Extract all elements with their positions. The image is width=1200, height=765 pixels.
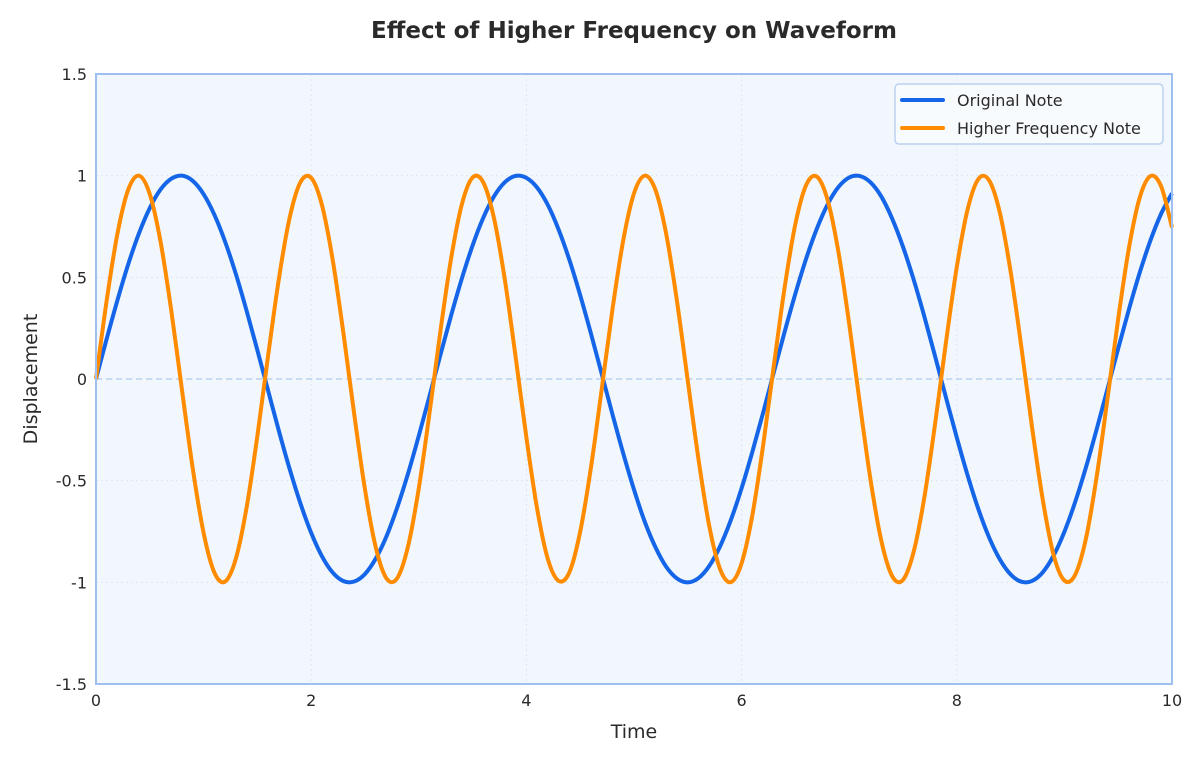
series-lines <box>94 173 1174 585</box>
series-line-higher-frequency-note <box>94 173 1174 585</box>
x-tick-label: 10 <box>1162 691 1182 710</box>
legend-label-original: Original Note <box>957 91 1063 110</box>
x-tick-label: 6 <box>737 691 747 710</box>
plot-border <box>95 73 1173 685</box>
series-line-original-note <box>94 173 1174 585</box>
y-tick-label: -1 <box>71 573 87 592</box>
x-axis-ticks: 0 2 4 6 8 10 <box>91 691 1182 710</box>
y-tick-label: -0.5 <box>56 472 87 491</box>
y-tick-label: 0 <box>77 370 87 389</box>
x-axis-label: Time <box>610 721 658 743</box>
x-tick-label: 2 <box>306 691 316 710</box>
y-axis-label: Displacement <box>20 314 42 445</box>
x-tick-label: 4 <box>521 691 531 710</box>
x-tick-label: 8 <box>952 691 962 710</box>
y-tick-label: -1.5 <box>56 675 87 694</box>
x-tick-label: 0 <box>91 691 101 710</box>
chart-title: Effect of Higher Frequency on Waveform <box>371 18 897 44</box>
y-tick-label: 1 <box>77 167 87 186</box>
legend-box <box>894 83 1164 145</box>
y-axis-ticks: 1.5 1 0.5 0 -0.5 -1 -1.5 <box>56 65 87 694</box>
y-tick-label: 1.5 <box>62 65 87 84</box>
y-tick-label: 0.5 <box>62 268 87 287</box>
legend-label-higher: Higher Frequency Note <box>957 119 1141 138</box>
legend: Original Note Higher Frequency Note <box>894 83 1164 145</box>
